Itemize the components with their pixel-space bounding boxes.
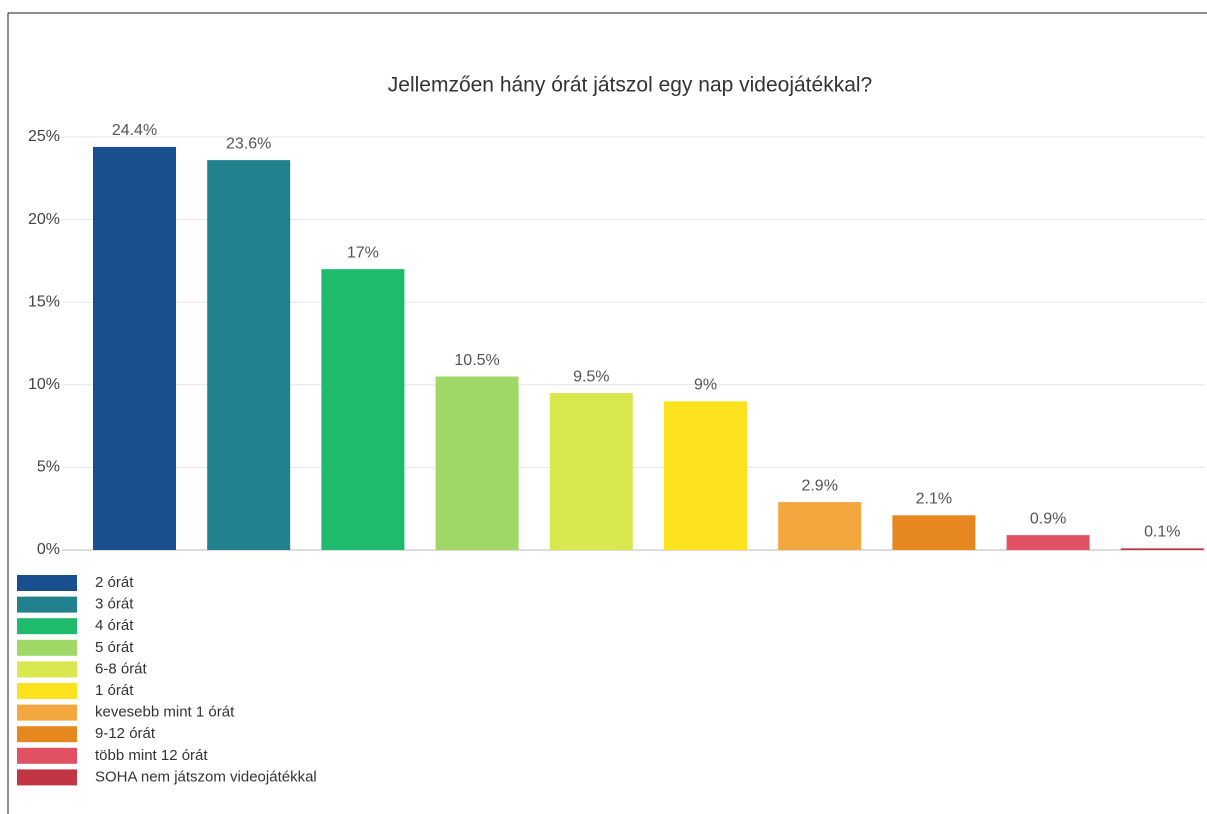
legend-label: 9-12 órát xyxy=(95,725,156,742)
bar xyxy=(93,146,176,551)
legend-swatch xyxy=(17,661,77,678)
y-tick-label: 20% xyxy=(28,211,60,228)
legend-swatch xyxy=(17,683,77,699)
bar xyxy=(321,269,405,550)
bar xyxy=(549,393,633,550)
value-label: 9% xyxy=(694,377,717,394)
legend-label: 1 órát xyxy=(95,682,134,699)
legend-swatch xyxy=(17,618,77,635)
bar xyxy=(435,376,519,550)
bar xyxy=(892,515,976,550)
legend-label: 5 órát xyxy=(95,639,134,656)
legend-label: 4 órát xyxy=(95,617,134,634)
legend-swatch xyxy=(17,575,77,591)
value-label: 2.9% xyxy=(801,477,837,494)
legend-label: 2 órát xyxy=(95,574,134,591)
legend-label: több mint 12 órát xyxy=(95,747,208,764)
legend-swatch xyxy=(17,747,77,764)
value-label: 9.5% xyxy=(573,368,609,385)
value-label: 24.4% xyxy=(112,122,157,139)
legend-swatch xyxy=(17,704,77,721)
legend-label: kevesebb mint 1 órát xyxy=(95,704,235,721)
legend-label: 6-8 órát xyxy=(95,660,148,677)
legend-label: 3 órát xyxy=(95,596,134,613)
y-tick-label: 0% xyxy=(37,541,60,558)
value-label: 23.6% xyxy=(226,135,271,152)
bar xyxy=(1120,548,1204,550)
legend-swatch xyxy=(17,639,77,656)
value-label: 0.1% xyxy=(1144,524,1180,541)
chart-title: Jellemzően hány órát játszol egy nap vid… xyxy=(388,74,872,97)
y-tick-label: 25% xyxy=(28,128,60,145)
value-label: 0.9% xyxy=(1030,510,1066,527)
bar xyxy=(207,160,291,551)
legend-swatch xyxy=(17,769,77,786)
bar xyxy=(664,401,747,550)
legend-swatch xyxy=(17,726,77,743)
y-tick-label: 10% xyxy=(28,376,60,393)
y-tick-label: 15% xyxy=(28,293,60,310)
legend-label: SOHA nem játszom videojátékkal xyxy=(95,768,317,785)
legend-swatch xyxy=(17,596,77,613)
value-label: 10.5% xyxy=(454,352,499,369)
y-tick-label: 5% xyxy=(37,459,60,476)
value-label: 17% xyxy=(347,244,379,261)
bar xyxy=(778,502,862,550)
value-label: 2.1% xyxy=(916,491,952,508)
bar xyxy=(1006,535,1090,550)
